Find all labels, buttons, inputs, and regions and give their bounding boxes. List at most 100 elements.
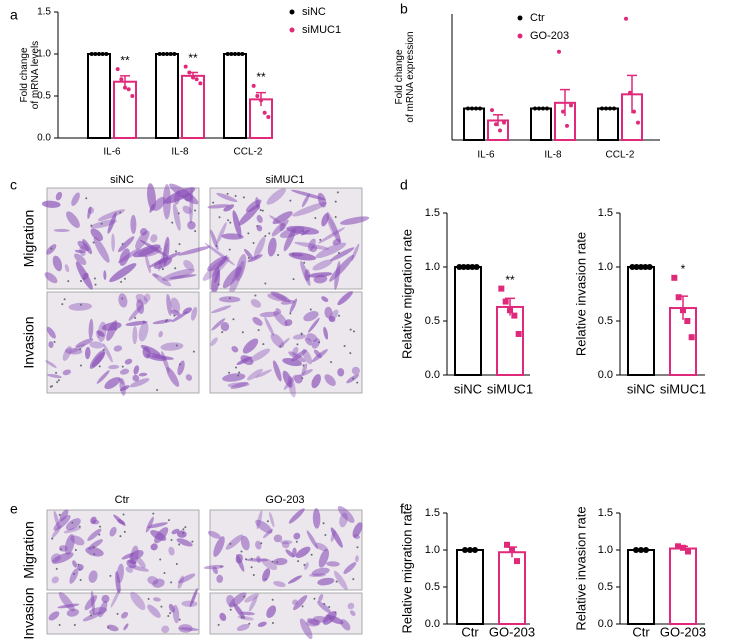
- cell: [64, 348, 83, 355]
- data-point: [470, 106, 474, 111]
- pore: [356, 381, 359, 384]
- cell: [58, 591, 75, 612]
- cell: [286, 225, 320, 235]
- data-point: [259, 98, 263, 103]
- y-axis-label: of mRNA levels: [30, 41, 41, 109]
- pore: [107, 626, 110, 629]
- cell: [109, 263, 137, 283]
- y-tick-label: 1.5: [425, 507, 440, 519]
- cell: [93, 236, 110, 263]
- y-tick-label: 0.5: [425, 581, 440, 593]
- y-axis-label: of mRNA expression: [405, 31, 416, 122]
- data-point: [225, 52, 230, 56]
- pore: [247, 232, 250, 235]
- pore: [93, 277, 96, 280]
- pore: [98, 365, 101, 368]
- cell: [318, 548, 330, 568]
- data-point: [465, 264, 471, 270]
- pore: [229, 608, 232, 611]
- x-tick-label: CCL-2: [606, 150, 635, 161]
- cell: [292, 202, 328, 217]
- x-tick-label: GO-203: [489, 624, 535, 639]
- pore: [262, 343, 265, 346]
- pore: [119, 535, 122, 538]
- pore: [212, 201, 215, 204]
- legend-label: GO-203: [530, 30, 569, 42]
- cell: [282, 370, 293, 388]
- pore: [178, 618, 181, 621]
- data-point: [123, 85, 127, 90]
- cell: [222, 373, 246, 382]
- cell: [140, 345, 161, 356]
- pore: [221, 331, 224, 334]
- cell: [187, 221, 196, 230]
- cell: [177, 360, 185, 376]
- cell: [326, 211, 342, 245]
- data-point: [675, 294, 682, 301]
- cell: [332, 238, 341, 246]
- cell: [106, 624, 119, 632]
- cell: [91, 519, 100, 525]
- pore: [192, 350, 195, 353]
- cell: [270, 333, 285, 348]
- pore: [229, 221, 232, 224]
- cell: [216, 192, 238, 203]
- cell: [307, 618, 320, 626]
- pore: [80, 364, 83, 367]
- bar: [223, 53, 247, 139]
- cell: [48, 611, 60, 621]
- cell: [294, 374, 303, 384]
- cell: [292, 346, 299, 356]
- x-tick-label: CCL-2: [234, 147, 263, 158]
- cell: [97, 209, 126, 221]
- cell: [293, 532, 301, 540]
- data-point: [680, 307, 686, 314]
- cell: [66, 211, 80, 228]
- data-point: [462, 547, 468, 553]
- pore: [289, 199, 292, 202]
- x-tick-label: IL-6: [103, 147, 121, 158]
- data-point: [545, 106, 549, 111]
- y-tick-label: 0.0: [425, 618, 440, 630]
- pore: [252, 573, 255, 576]
- cell: [295, 546, 311, 558]
- cell: [113, 345, 123, 352]
- cell: [150, 543, 158, 551]
- pore: [260, 542, 263, 545]
- pore: [182, 528, 185, 531]
- y-tick-label: 0.5: [37, 91, 51, 102]
- cell: [161, 625, 170, 634]
- y-tick-label: 1.5: [425, 207, 440, 219]
- cell: [169, 274, 197, 280]
- y-tick-label: 0.5: [598, 581, 613, 593]
- cell: [225, 534, 243, 550]
- cell: [317, 192, 327, 208]
- pore: [160, 605, 163, 608]
- cell: [223, 204, 235, 212]
- cell: [158, 243, 168, 272]
- cell: [129, 378, 150, 388]
- pore: [71, 521, 74, 524]
- pore: [194, 209, 197, 212]
- pore: [51, 537, 54, 540]
- cell: [64, 534, 75, 555]
- pore: [218, 216, 221, 219]
- cell: [88, 570, 98, 583]
- bar: [87, 53, 111, 139]
- cell: [285, 549, 295, 558]
- cell: [226, 594, 235, 607]
- cell: [240, 535, 250, 551]
- data-point: [187, 70, 192, 75]
- cell: [218, 296, 241, 303]
- bar: [530, 107, 552, 141]
- cell: [301, 363, 308, 376]
- cell: [51, 524, 62, 539]
- cell: [123, 623, 129, 631]
- cell: [185, 374, 193, 381]
- pore: [349, 352, 352, 355]
- data-point: [130, 94, 135, 98]
- pore: [303, 564, 306, 567]
- cell: [324, 374, 336, 387]
- cell: [178, 627, 199, 631]
- data-point: [494, 122, 498, 127]
